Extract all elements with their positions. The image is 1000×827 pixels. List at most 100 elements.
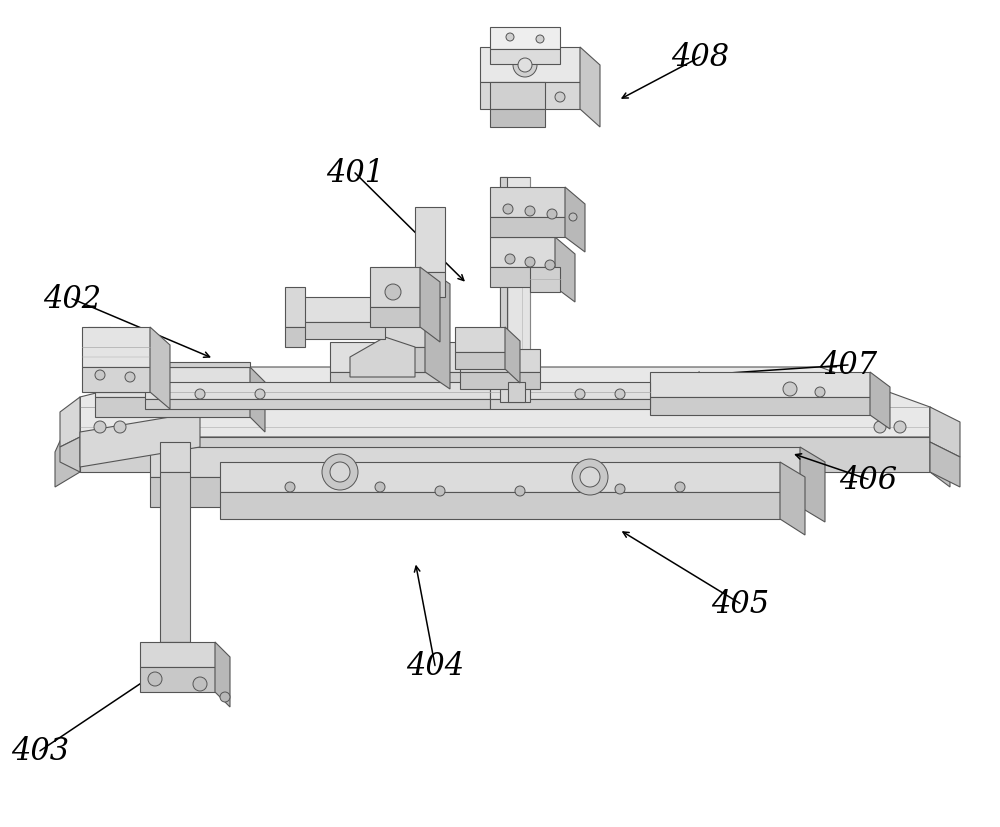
- Polygon shape: [145, 347, 158, 408]
- Polygon shape: [295, 298, 385, 323]
- Polygon shape: [455, 327, 505, 352]
- Polygon shape: [490, 83, 545, 110]
- Circle shape: [515, 486, 525, 496]
- Circle shape: [569, 213, 577, 222]
- Circle shape: [555, 93, 565, 103]
- Circle shape: [525, 258, 535, 268]
- Polygon shape: [285, 288, 305, 327]
- Circle shape: [525, 207, 535, 217]
- Text: 405: 405: [711, 588, 769, 619]
- Circle shape: [675, 482, 685, 492]
- Circle shape: [195, 390, 205, 399]
- Polygon shape: [780, 462, 805, 535]
- Circle shape: [148, 672, 162, 686]
- Circle shape: [783, 383, 797, 396]
- Polygon shape: [80, 437, 930, 472]
- Polygon shape: [490, 110, 545, 128]
- Polygon shape: [295, 323, 385, 340]
- Polygon shape: [530, 268, 560, 293]
- Circle shape: [285, 482, 295, 492]
- Polygon shape: [460, 350, 540, 372]
- Polygon shape: [88, 372, 145, 393]
- Polygon shape: [88, 327, 110, 352]
- Polygon shape: [150, 477, 800, 508]
- Circle shape: [193, 677, 207, 691]
- Polygon shape: [490, 237, 555, 268]
- Polygon shape: [870, 372, 890, 429]
- Polygon shape: [490, 28, 560, 50]
- Polygon shape: [220, 462, 780, 492]
- Polygon shape: [565, 188, 585, 253]
- Circle shape: [545, 261, 555, 270]
- Circle shape: [815, 388, 825, 398]
- Polygon shape: [460, 372, 540, 390]
- Circle shape: [110, 362, 120, 372]
- Circle shape: [375, 482, 385, 492]
- Polygon shape: [490, 188, 565, 218]
- Circle shape: [330, 462, 350, 482]
- Circle shape: [95, 370, 105, 380]
- Polygon shape: [350, 337, 415, 378]
- Circle shape: [874, 422, 886, 433]
- Text: 402: 402: [43, 284, 101, 315]
- Circle shape: [894, 422, 906, 433]
- Polygon shape: [60, 398, 80, 447]
- Polygon shape: [500, 388, 530, 403]
- Circle shape: [114, 422, 126, 433]
- Polygon shape: [380, 268, 425, 347]
- Polygon shape: [930, 408, 950, 487]
- Polygon shape: [930, 442, 960, 487]
- Polygon shape: [800, 447, 825, 523]
- Polygon shape: [160, 442, 190, 472]
- Polygon shape: [508, 383, 525, 403]
- Circle shape: [615, 390, 625, 399]
- Polygon shape: [370, 268, 420, 308]
- Circle shape: [505, 255, 515, 265]
- Polygon shape: [420, 268, 440, 342]
- Polygon shape: [88, 347, 145, 372]
- Polygon shape: [150, 327, 170, 409]
- Circle shape: [385, 284, 401, 301]
- Circle shape: [580, 467, 600, 487]
- Circle shape: [94, 422, 106, 433]
- Polygon shape: [650, 398, 870, 415]
- Circle shape: [435, 486, 445, 496]
- Circle shape: [615, 485, 625, 495]
- Polygon shape: [490, 268, 555, 288]
- Polygon shape: [415, 273, 445, 298]
- Polygon shape: [150, 447, 800, 477]
- Polygon shape: [250, 367, 265, 433]
- Text: 403: 403: [11, 735, 69, 767]
- Text: 408: 408: [671, 42, 729, 74]
- Polygon shape: [480, 48, 580, 83]
- Polygon shape: [490, 399, 650, 409]
- Polygon shape: [80, 413, 200, 467]
- Polygon shape: [480, 342, 498, 408]
- Circle shape: [322, 455, 358, 490]
- Polygon shape: [82, 327, 150, 367]
- Polygon shape: [555, 237, 575, 303]
- Polygon shape: [140, 667, 215, 692]
- Polygon shape: [285, 327, 305, 347]
- Circle shape: [572, 460, 608, 495]
- Polygon shape: [500, 178, 530, 388]
- Polygon shape: [215, 643, 230, 707]
- Polygon shape: [455, 352, 505, 370]
- Polygon shape: [60, 437, 80, 472]
- Circle shape: [536, 36, 544, 44]
- Text: 407: 407: [819, 350, 877, 381]
- Circle shape: [220, 692, 230, 702]
- Polygon shape: [145, 399, 490, 409]
- Polygon shape: [95, 362, 250, 367]
- Polygon shape: [88, 352, 110, 378]
- Text: 406: 406: [839, 464, 897, 495]
- Polygon shape: [425, 268, 450, 390]
- Polygon shape: [505, 327, 520, 384]
- Polygon shape: [80, 367, 930, 437]
- Polygon shape: [55, 398, 80, 487]
- Text: 404: 404: [406, 650, 464, 681]
- Circle shape: [518, 59, 532, 73]
- Circle shape: [503, 205, 513, 215]
- Polygon shape: [490, 383, 650, 399]
- Polygon shape: [160, 472, 190, 643]
